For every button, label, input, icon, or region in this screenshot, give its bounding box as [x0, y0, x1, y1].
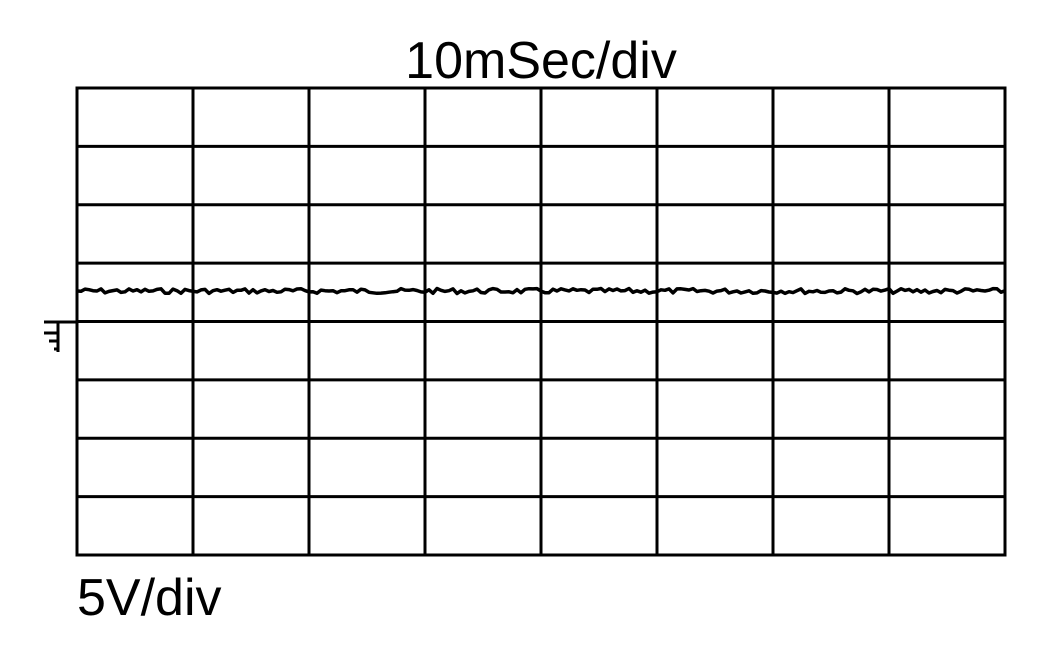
signal-trace: [76, 286, 1006, 296]
time-scale-label: 10mSec/div: [405, 32, 677, 90]
voltage-scale-label: 5V/div: [77, 569, 222, 627]
graticule: [75, 86, 1007, 557]
ground-marker: [44, 320, 76, 352]
